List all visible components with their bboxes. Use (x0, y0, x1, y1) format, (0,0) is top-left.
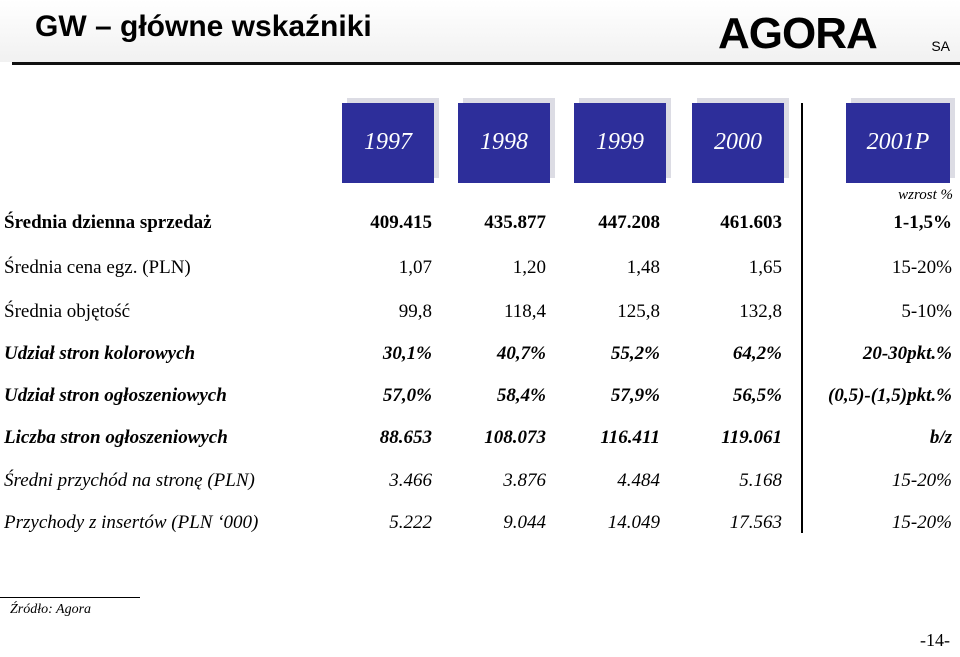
value-cell: 3.876 (503, 470, 546, 491)
value-cell: 461.603 (720, 212, 782, 233)
page-title: GW – główne wskaźniki (35, 10, 372, 43)
value-cell: 30,1% (382, 343, 432, 364)
value-cell: 64,2% (732, 343, 782, 364)
value-cell: 108.073 (484, 427, 546, 448)
row-label: Udział stron kolorowych (4, 343, 196, 364)
value-cell: 1,48 (626, 257, 660, 278)
year-box-1998 (458, 103, 550, 183)
year-box-1999 (574, 103, 666, 183)
year-box-2000 (692, 103, 784, 183)
row-label: Liczba stron ogłoszeniowych (4, 427, 228, 448)
row-label: Średnia dzienna sprzedaż (4, 212, 212, 233)
value-cell: 3.466 (389, 470, 432, 491)
value-cell: 118,4 (503, 301, 546, 322)
value-cell: 5.168 (739, 470, 782, 491)
row-label: Przychody z insertów (PLN ‘000) (4, 512, 259, 533)
year-label-1999: 1999 (596, 129, 644, 155)
growth-cell: 15-20% (891, 512, 952, 533)
logo-text: AGORA (718, 9, 878, 58)
value-cell: 55,2% (610, 343, 660, 364)
value-cell: 116.411 (600, 427, 660, 448)
growth-cell: 20-30pkt.% (862, 343, 952, 364)
value-cell: 1,07 (398, 257, 432, 278)
growth-cell: (0,5)-(1,5)pkt.% (828, 385, 952, 406)
value-cell: 4.484 (617, 470, 660, 491)
value-cell: 119.061 (721, 427, 782, 448)
value-cell: 447.208 (598, 212, 660, 233)
value-cell: 56,5% (732, 385, 782, 406)
value-cell: 9.044 (503, 512, 546, 533)
year-box-1997 (342, 103, 434, 183)
value-cell: 14.049 (607, 512, 660, 533)
source-note: Źródło: Agora (10, 602, 92, 617)
value-cell: 1,20 (512, 257, 546, 278)
logo-suffix: SA (931, 38, 950, 54)
growth-header: wzrost % (898, 187, 953, 203)
growth-cell: b/z (929, 427, 952, 448)
title-bar: GW – główne wskaźniki AGORA SA (0, 0, 960, 62)
growth-cell: 1-1,5% (893, 212, 952, 233)
growth-cell: 5-10% (901, 301, 952, 322)
value-cell: 409.415 (370, 212, 432, 233)
value-cell: 435.877 (484, 212, 546, 233)
page-number: -14- (920, 630, 950, 650)
value-cell: 17.563 (729, 512, 782, 533)
growth-cell: 15-20% (891, 470, 952, 491)
agora-logo: AGORA SA (718, 10, 950, 58)
value-cell: 125,8 (617, 301, 660, 322)
row-label: Średnia cena egz. (PLN) (4, 257, 191, 278)
growth-cell: 15-20% (891, 257, 952, 278)
value-cell: 132,8 (739, 301, 782, 322)
source-divider (0, 597, 140, 598)
value-cell: 99,8 (398, 301, 432, 322)
value-cell: 1,65 (748, 257, 782, 278)
year-label-1998: 1998 (480, 129, 528, 155)
year-box-2001p (846, 103, 950, 183)
column-divider (801, 103, 803, 533)
year-label-1997: 1997 (364, 129, 412, 155)
value-cell: 58,4% (496, 385, 546, 406)
value-cell: 88.653 (379, 427, 432, 448)
value-cell: 57,9% (610, 385, 660, 406)
row-label: Udział stron ogłoszeniowych (4, 385, 227, 406)
year-label-2001p: 2001P (866, 129, 930, 155)
row-label: Średni przychód na stronę (PLN) (4, 470, 255, 491)
row-label: Średnia objętość (4, 301, 131, 322)
year-label-2000: 2000 (714, 129, 762, 155)
value-cell: 5.222 (389, 512, 432, 533)
value-cell: 40,7% (496, 343, 546, 364)
value-cell: 57,0% (382, 385, 432, 406)
title-divider (12, 62, 960, 65)
